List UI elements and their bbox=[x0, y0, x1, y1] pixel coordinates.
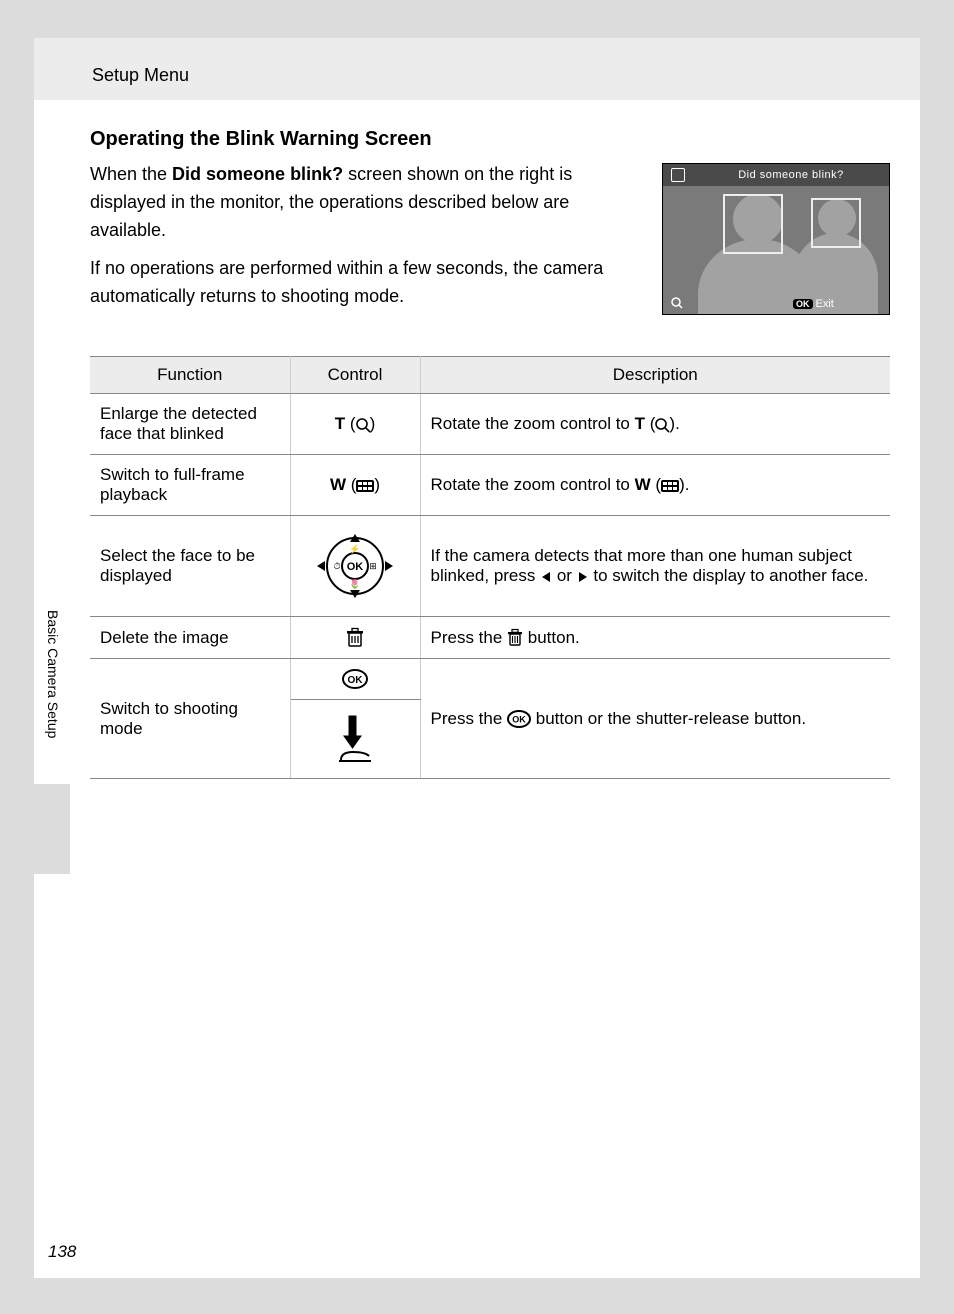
fn-cell: Enlarge the detected face that blinked bbox=[90, 394, 290, 455]
side-tab bbox=[34, 784, 70, 874]
page-number: 138 bbox=[48, 1242, 76, 1262]
fn-cell: Switch to shooting mode bbox=[90, 658, 290, 779]
preview-title: Did someone blink? bbox=[663, 164, 889, 186]
fn-cell: Select the face to be displayed bbox=[90, 516, 290, 617]
heading: Operating the Blink Warning Screen bbox=[90, 128, 890, 151]
ctrl-cell: OK bbox=[290, 658, 420, 700]
trash-icon bbox=[346, 628, 364, 648]
ctrl-letter: W bbox=[330, 475, 346, 494]
desc-letter: W bbox=[635, 475, 651, 494]
left-arrow-icon bbox=[540, 571, 552, 583]
ok-button-icon: OK bbox=[507, 710, 531, 728]
desc-cell: If the camera detects that more than one… bbox=[420, 516, 890, 617]
magnify-icon bbox=[655, 418, 669, 432]
desc-text: Rotate the zoom control to bbox=[431, 475, 635, 494]
svg-text:⊞: ⊞ bbox=[369, 561, 377, 571]
intro-text: When the Did someone blink? screen shown… bbox=[90, 161, 642, 320]
zoom-icon bbox=[671, 297, 683, 312]
shutter-press-icon bbox=[335, 714, 375, 764]
intro-p2: If no operations are performed within a … bbox=[90, 255, 642, 311]
trash-icon bbox=[507, 629, 523, 647]
svg-text:OK: OK bbox=[347, 561, 364, 573]
table-row: Switch to shooting mode OK Press the OK … bbox=[90, 658, 890, 700]
ctrl-cell: T () bbox=[290, 394, 420, 455]
side-tab-label: Basic Camera Setup bbox=[45, 610, 61, 738]
desc-cell: Rotate the zoom control to T (). bbox=[420, 394, 890, 455]
table-header-row: Function Control Description bbox=[90, 357, 890, 394]
exit-label: Exit bbox=[816, 298, 834, 310]
desc-text: Press the bbox=[431, 628, 508, 647]
svg-text:⏱: ⏱ bbox=[333, 561, 340, 571]
fn-cell: Switch to full-frame playback bbox=[90, 455, 290, 516]
table-row: Select the face to be displayed OK bbox=[90, 516, 890, 617]
multiselector-icon: OK ⚡ 🌷 ⏱ ⊞ bbox=[311, 530, 399, 602]
desc-cell: Rotate the zoom control to W (). bbox=[420, 455, 890, 516]
content-area: Operating the Blink Warning Screen When … bbox=[90, 128, 890, 779]
svg-text:OK: OK bbox=[348, 675, 364, 686]
desc-letter: T bbox=[635, 414, 645, 433]
ok-button-icon: OK bbox=[342, 669, 368, 689]
th-function: Function bbox=[90, 357, 290, 394]
table-row: Delete the image Press the button. bbox=[90, 617, 890, 659]
right-arrow-icon bbox=[577, 571, 589, 583]
desc-text: or bbox=[552, 566, 577, 585]
ctrl-cell bbox=[290, 617, 420, 659]
svg-text:⚡: ⚡ bbox=[349, 543, 360, 555]
desc-text: . bbox=[685, 475, 690, 494]
table-row: Switch to full-frame playback W () Rotat… bbox=[90, 455, 890, 516]
paren: ) bbox=[374, 475, 380, 494]
thumbnail-icon bbox=[661, 479, 679, 493]
ctrl-letter: T bbox=[335, 414, 345, 433]
magnify-icon bbox=[356, 418, 370, 432]
ctrl-cell: W () bbox=[290, 455, 420, 516]
ok-pill-icon: OK bbox=[793, 299, 813, 309]
intro-bold: Did someone blink? bbox=[172, 164, 343, 184]
fn-cell: Delete the image bbox=[90, 617, 290, 659]
face-frame-2 bbox=[811, 198, 861, 248]
desc-text: Rotate the zoom control to bbox=[431, 414, 635, 433]
table-row: Enlarge the detected face that blinked T… bbox=[90, 394, 890, 455]
th-description: Description bbox=[420, 357, 890, 394]
svg-text:🌷: 🌷 bbox=[349, 578, 360, 589]
preview-footer: OK Exit bbox=[663, 294, 889, 314]
desc-text: Press the bbox=[431, 709, 508, 728]
operations-table: Function Control Description Enlarge the… bbox=[90, 356, 890, 779]
th-control: Control bbox=[290, 357, 420, 394]
svg-text:OK: OK bbox=[512, 715, 526, 725]
desc-cell: Press the button. bbox=[420, 617, 890, 659]
desc-text: to switch the display to another face. bbox=[589, 566, 869, 585]
page: Setup Menu Basic Camera Setup Operating … bbox=[34, 38, 920, 1278]
face-frame-1 bbox=[723, 194, 783, 254]
face-mode-icon bbox=[671, 168, 685, 182]
desc-cell: Press the OK button or the shutter-relea… bbox=[420, 658, 890, 779]
section-label: Setup Menu bbox=[92, 65, 189, 86]
ctrl-cell bbox=[290, 700, 420, 779]
desc-text: . bbox=[675, 414, 680, 433]
thumbnail-icon bbox=[356, 479, 374, 493]
paren: ) bbox=[370, 414, 376, 433]
intro-p1a: When the bbox=[90, 164, 172, 184]
blink-preview-screen: Did someone blink? OK Exit bbox=[662, 163, 890, 315]
desc-text: button or the shutter-release button. bbox=[531, 709, 806, 728]
ctrl-cell: OK ⚡ 🌷 ⏱ ⊞ bbox=[290, 516, 420, 617]
desc-text: button. bbox=[523, 628, 580, 647]
